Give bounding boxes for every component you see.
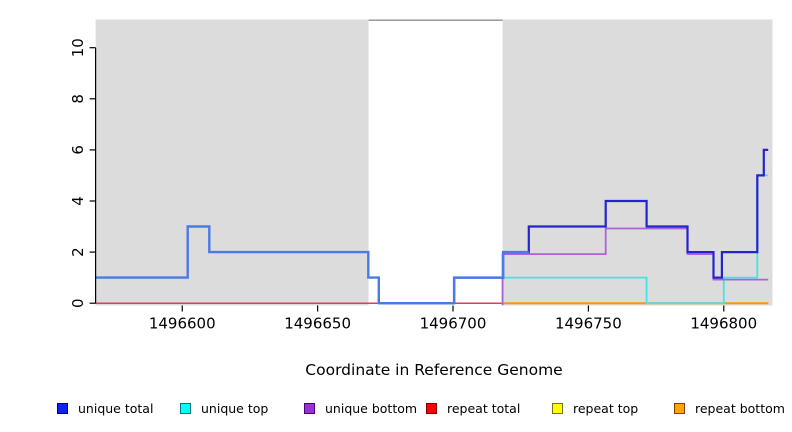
x-axis-label: Coordinate in Reference Genome: [305, 361, 563, 379]
legend-label: repeat total: [447, 400, 521, 416]
y-tick-label: 8: [69, 94, 87, 104]
y-tick-label: 4: [69, 196, 87, 206]
legend: unique total unique top unique bottom repea…: [0, 396, 792, 426]
legend-label: unique top: [201, 400, 269, 416]
y-tick-label: 2: [69, 247, 87, 257]
legend-label: repeat bottom: [695, 400, 785, 416]
legend-swatch-repeat-total: [426, 402, 437, 414]
x-tick-label: 1496800: [690, 315, 757, 333]
x-tick-label: 1496750: [555, 315, 622, 333]
legend-swatch-unique-bottom: [304, 402, 315, 414]
y-tick-label: 0: [69, 298, 87, 308]
x-tick-label: 1496650: [284, 315, 351, 333]
covered-block-left: [95, 19, 369, 306]
legend-label: unique total: [78, 400, 154, 416]
legend-item-unique-top: unique top: [180, 399, 268, 417]
legend-swatch-repeat-bottom: [674, 402, 685, 414]
legend-label: unique bottom: [325, 400, 418, 416]
legend-item-repeat-total: repeat total: [426, 399, 520, 417]
legend-item-repeat-bottom: repeat bottom: [674, 399, 785, 417]
y-tick-label: 6: [69, 145, 87, 155]
legend-label: repeat top: [573, 400, 639, 416]
legend-swatch-unique-total: [57, 402, 68, 414]
series-total-coverage-line: [95, 225, 529, 305]
x-tick-label: 1496700: [420, 315, 487, 333]
x-tick-label: 1496600: [149, 315, 216, 333]
legend-swatch-repeat-top: [552, 402, 563, 414]
legend-item-repeat-top: repeat top: [552, 399, 638, 417]
legend-swatch-unique-top: [180, 402, 191, 414]
y-tick-label: 10: [69, 38, 87, 57]
legend-item-unique-bottom: unique bottom: [304, 399, 417, 417]
covered-block-right: [502, 19, 773, 306]
legend-item-unique-total: unique total: [57, 399, 153, 417]
coverage-chart-canvas: 0 2 4 6 8 10 1496600 1496650 1496700 1496750 14968…: [69, 19, 773, 333]
